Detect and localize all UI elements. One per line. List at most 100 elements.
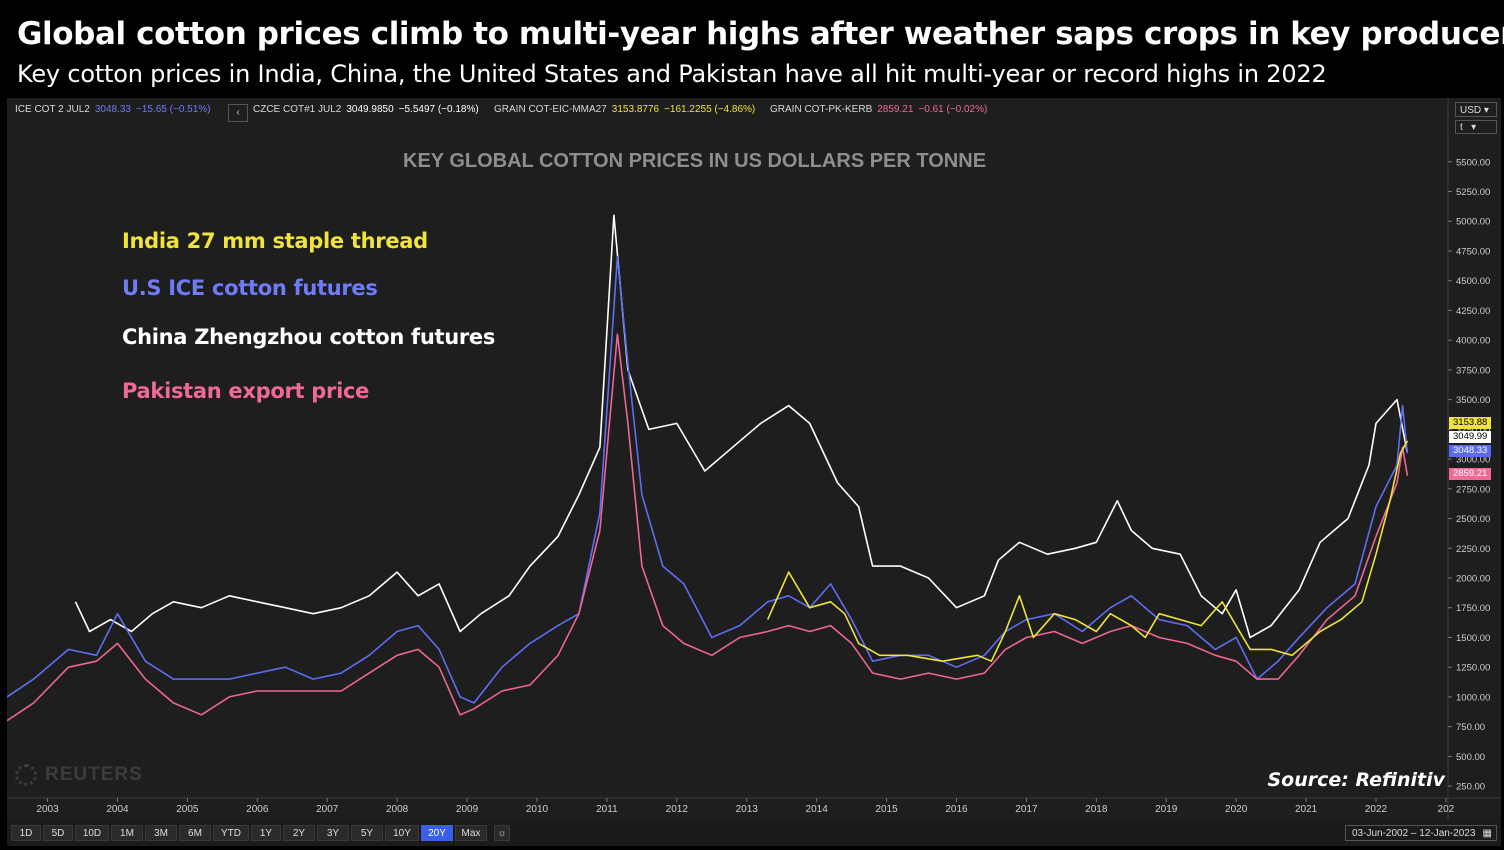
collapse-chevron-icon[interactable]: ‹ bbox=[228, 104, 248, 122]
settings-icon[interactable]: ☼ bbox=[494, 825, 510, 841]
y-tick-label: 3750.00 bbox=[1456, 365, 1490, 376]
y-tick-label: 1250.00 bbox=[1456, 663, 1490, 674]
ticker-symbol: GRAIN COT-EIC-MMA27 bbox=[494, 104, 607, 115]
chevron-down-icon: ▾ bbox=[1483, 105, 1489, 116]
x-tick-label: 2003 bbox=[36, 804, 59, 815]
price-chart[interactable]: 250.00 500.00 750.00 1000.00 1250.00 1500.00 1… bbox=[7, 98, 1501, 821]
range-button-2y[interactable]: 2Y bbox=[283, 825, 315, 841]
range-button-1d[interactable]: 1D bbox=[11, 825, 41, 841]
date-range-picker[interactable]: 03-Jun-2002 – 12-Jan-2023 ▦ bbox=[1345, 825, 1497, 841]
y-tick-label: 4500.00 bbox=[1456, 276, 1490, 287]
ticker-price: 3049.9850 bbox=[346, 104, 394, 115]
range-button-3m[interactable]: 3M bbox=[145, 825, 177, 841]
currency-select[interactable]: USD ▾ bbox=[1455, 102, 1497, 117]
y-tick-label: 4250.00 bbox=[1456, 306, 1490, 317]
price-tag-china: 3049.99 bbox=[1449, 431, 1491, 443]
y-tick-label: 2750.00 bbox=[1456, 484, 1490, 495]
ticker-price: 2859.21 bbox=[877, 104, 914, 115]
x-tick-label: 2008 bbox=[386, 804, 409, 815]
y-tick-label: 3000.00 bbox=[1456, 455, 1490, 466]
legend-china: China Zhengzhou cotton futures bbox=[122, 325, 496, 349]
x-tick-label: 2010 bbox=[526, 804, 549, 815]
x-tick-label: 2016 bbox=[945, 804, 968, 815]
y-tick-label: 1500.00 bbox=[1456, 633, 1490, 644]
x-tick-label: 2007 bbox=[316, 804, 339, 815]
reuters-logo-icon bbox=[15, 764, 37, 786]
y-tick-label: 750.00 bbox=[1456, 722, 1485, 733]
y-tick-label: 250.00 bbox=[1456, 782, 1485, 793]
legend-us-ice: U.S ICE cotton futures bbox=[122, 276, 378, 300]
x-tick-label: 2014 bbox=[806, 804, 829, 815]
x-tick-label: 2015 bbox=[875, 804, 898, 815]
range-button-5y[interactable]: 5Y bbox=[351, 825, 383, 841]
x-tick-label: 2022 bbox=[1365, 804, 1388, 815]
y-tick-label: 2500.00 bbox=[1456, 514, 1490, 525]
y-tick-label: 1000.00 bbox=[1456, 692, 1490, 703]
legend-india: India 27 mm staple thread bbox=[122, 229, 428, 253]
range-button-max[interactable]: Max bbox=[455, 825, 487, 841]
range-button-5d[interactable]: 5D bbox=[43, 825, 73, 841]
y-tick-label: 3500.00 bbox=[1456, 395, 1490, 406]
x-tick-label: 2005 bbox=[176, 804, 199, 815]
x-tick-label: 2017 bbox=[1015, 804, 1038, 815]
calendar-icon: ▦ bbox=[1482, 828, 1492, 839]
x-tick-label: 2021 bbox=[1295, 804, 1318, 815]
series-line-0 bbox=[766, 440, 1409, 662]
series-line-2 bbox=[74, 214, 1409, 639]
ticker-india[interactable]: GRAIN COT-EIC-MMA27 3153.8776 −161.2255 (−… bbox=[494, 104, 760, 120]
x-tick-label: 2020 bbox=[1225, 804, 1248, 815]
ticker-change: −5.5497 (−0.18%) bbox=[398, 104, 479, 115]
x-tick-label: 2011 bbox=[596, 804, 618, 815]
ticker-price: 3153.8776 bbox=[611, 104, 660, 115]
page-subtitle: Key cotton prices in India, China, the U… bbox=[17, 60, 1327, 88]
ticker-change: −0.61 (−0.02%) bbox=[918, 104, 988, 115]
y-tick-label: 5250.00 bbox=[1456, 187, 1490, 198]
ticker-czce[interactable]: CZCE COT#1 JUL2 3049.9850 −5.5497 (−0.18%) bbox=[253, 104, 484, 120]
chart-panel: ICE COT 2 JUL2 3048.33 −15.65 (−0.51%) ‹ C… bbox=[7, 98, 1501, 846]
chevron-down-icon: ▾ bbox=[1471, 122, 1477, 133]
y-tick-label: 4000.00 bbox=[1456, 336, 1490, 347]
ticker-symbol: ICE COT 2 JUL2 bbox=[15, 104, 90, 115]
ticker-change: −15.65 (−0.51%) bbox=[136, 104, 211, 115]
y-tick-label: 1750.00 bbox=[1456, 603, 1490, 614]
range-toolbar: 1D 5D 10D 1M 3M 6M YTD 1Y 2Y 3Y 5Y 10Y 20Y Max ☼ 03-J… bbox=[7, 821, 1501, 846]
range-button-1m[interactable]: 1M bbox=[111, 825, 143, 841]
reuters-watermark: REUTERS bbox=[15, 764, 143, 786]
page-title: Global cotton prices climb to multi-year… bbox=[17, 16, 1504, 52]
y-tick-label: 500.00 bbox=[1456, 752, 1485, 763]
x-tick-label: 2019 bbox=[1155, 804, 1178, 815]
y-tick-label: 2000.00 bbox=[1456, 574, 1490, 585]
chart-title: KEY GLOBAL COTTON PRICES IN US DOLLARS P… bbox=[403, 150, 987, 172]
range-button-6m[interactable]: 6M bbox=[179, 825, 211, 841]
ticker-ice[interactable]: ICE COT 2 JUL2 3048.33 −15.65 (−0.51%) bbox=[15, 104, 216, 120]
ticker-symbol: CZCE COT#1 JUL2 bbox=[253, 104, 342, 115]
range-button-ytd[interactable]: YTD bbox=[213, 825, 249, 841]
y-tick-label: 5500.00 bbox=[1456, 157, 1490, 168]
x-tick-label: 2009 bbox=[456, 804, 479, 815]
y-tick-label: 4750.00 bbox=[1456, 246, 1490, 257]
ticker-price: 3048.33 bbox=[94, 104, 131, 115]
x-tick-label: 2004 bbox=[106, 804, 129, 815]
price-tag-pakistan: 2859.21 bbox=[1449, 468, 1491, 480]
unit-select[interactable]: t ▾ bbox=[1455, 120, 1497, 134]
series-line-1 bbox=[7, 256, 1409, 704]
series-line-3 bbox=[7, 333, 1409, 722]
range-button-1y[interactable]: 1Y bbox=[251, 825, 281, 841]
range-button-10d[interactable]: 10D bbox=[75, 825, 109, 841]
range-button-10y[interactable]: 10Y bbox=[385, 825, 419, 841]
x-tick-label: 2006 bbox=[246, 804, 269, 815]
x-tick-label: 2013 bbox=[736, 804, 759, 815]
price-tag-india: 3153.88 bbox=[1449, 417, 1491, 429]
price-tag-us: 3048.33 bbox=[1449, 445, 1491, 457]
x-tick-label: 2012 bbox=[666, 804, 689, 815]
ticker-pakistan[interactable]: GRAIN COT-PK-KERB 2859.21 −0.61 (−0.02%) bbox=[770, 104, 992, 120]
range-button-20y[interactable]: 20Y bbox=[421, 825, 453, 841]
y-tick-label: 3250.00 bbox=[1456, 425, 1490, 436]
ticker-symbol: GRAIN COT-PK-KERB bbox=[770, 104, 873, 115]
legend-pakistan: Pakistan export price bbox=[122, 379, 370, 403]
x-tick-label: 2018 bbox=[1085, 804, 1108, 815]
range-button-3y[interactable]: 3Y bbox=[317, 825, 349, 841]
y-tick-label: 5000.00 bbox=[1456, 217, 1490, 228]
y-tick-label: 2250.00 bbox=[1456, 544, 1490, 555]
x-tick-label: 202 bbox=[1438, 804, 1455, 815]
